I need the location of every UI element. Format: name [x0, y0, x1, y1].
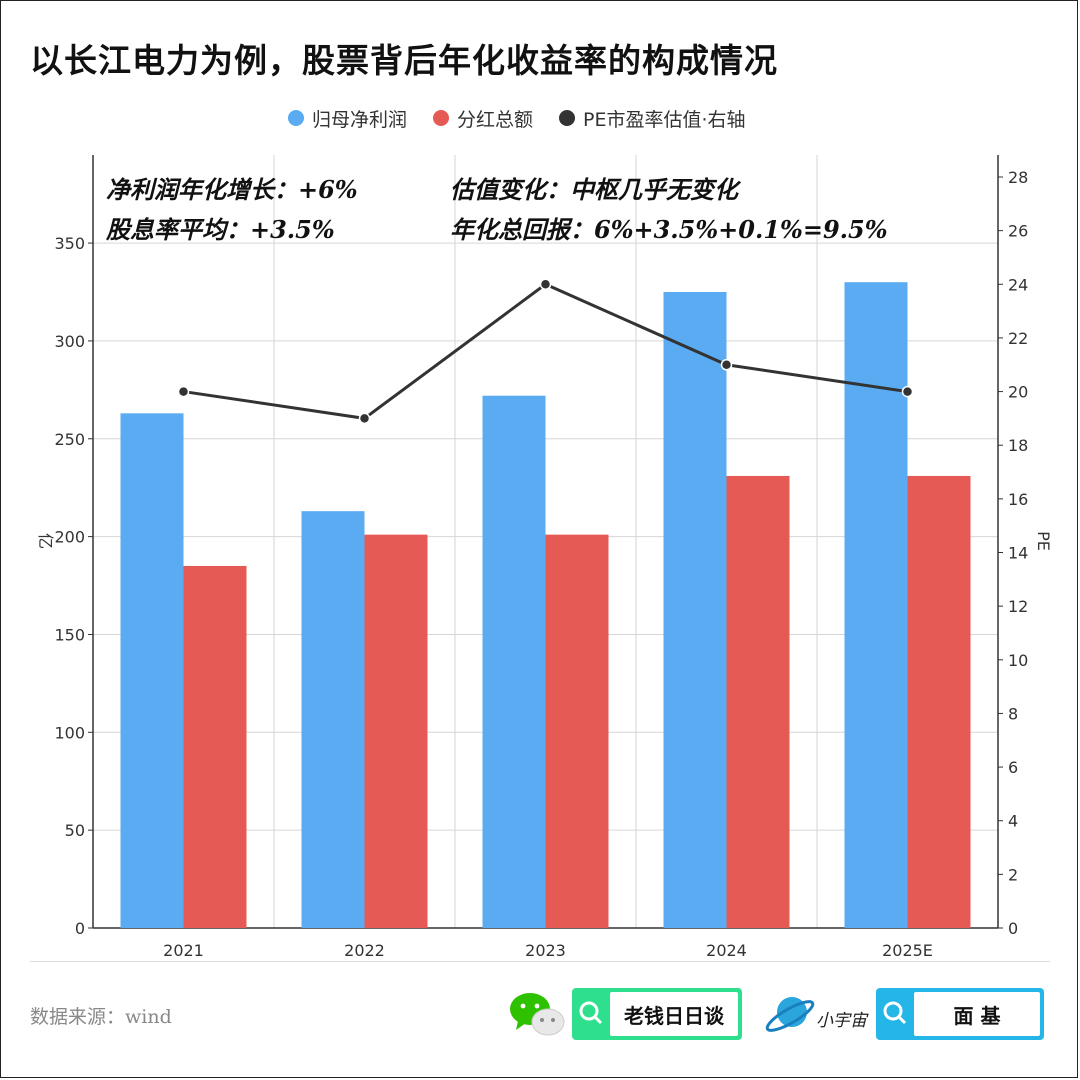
annotation-total: 年化总回报：6%+3.5%+0.1%=9.5%	[450, 215, 888, 244]
y-tick-label: 150	[54, 625, 85, 644]
y-tick-label: 300	[54, 332, 85, 351]
y2-tick-label: 20	[1008, 383, 1028, 402]
pe-point-2025E	[901, 385, 914, 398]
y-tick-label: 200	[54, 528, 85, 547]
bar-profit-2023	[482, 395, 546, 929]
y-tick-label: 50	[65, 821, 85, 840]
x-tick-label: 2022	[344, 941, 385, 960]
badge-mianji-label: 面 基	[914, 992, 1040, 1036]
legend-label-profit: 归母净利润	[312, 108, 408, 131]
bar-dividend-2025E	[907, 475, 971, 928]
search-icon	[883, 1001, 907, 1025]
y2-tick-label: 0	[1008, 919, 1018, 938]
footer-divider	[30, 961, 1050, 962]
y2-tick-label: 10	[1008, 651, 1028, 670]
y2-tick-label: 18	[1008, 436, 1028, 455]
y-axis-title: 亿	[36, 533, 55, 549]
combo-chart: 0501001502002503003500246810121416182022…	[36, 155, 1053, 960]
x-tick-label: 2021	[163, 941, 204, 960]
pe-point-2022	[358, 412, 371, 425]
bar-profit-2022	[301, 511, 365, 928]
pe-point-2023	[539, 278, 552, 291]
bar-profit-2024	[663, 291, 727, 929]
chart-title: 以长江电力为例，股票背后年化收益率的构成情况	[30, 41, 778, 80]
bar-profit-2025E	[844, 282, 908, 929]
y2-tick-label: 14	[1008, 544, 1028, 563]
legend-dot-pe	[559, 110, 576, 126]
bar-dividend-2023	[545, 534, 609, 928]
pe-point-2021	[177, 385, 190, 398]
y2-tick-label: 16	[1008, 490, 1028, 509]
y-tick-label: 250	[54, 430, 85, 449]
legend-item-profit[interactable]: 归母净利润	[288, 105, 407, 132]
y2-tick-label: 28	[1008, 168, 1028, 187]
annotation-yield: 股息率平均：+3.5%	[106, 215, 335, 244]
annotation-growth: 净利润年化增长：+6%	[106, 175, 358, 204]
badge-mianji[interactable]: 面 基	[876, 988, 1044, 1040]
y2-tick-label: 26	[1008, 222, 1028, 241]
annotation-valuation: 估值变化：中枢几乎无变化	[450, 175, 738, 204]
bar-dividend-2021	[183, 565, 247, 928]
y2-tick-label: 6	[1008, 758, 1018, 777]
planet-icon	[765, 997, 815, 1032]
x-tick-label: 2024	[706, 941, 747, 960]
legend-item-dividend[interactable]: 分红总额	[433, 105, 533, 132]
y2-tick-label: 22	[1008, 329, 1028, 348]
legend-dot-dividend	[433, 110, 450, 126]
y-tick-label: 0	[75, 919, 85, 938]
legend-item-pe[interactable]: PE市盈率估值·右轴	[559, 105, 746, 132]
badge-laoqian-label: 老钱日日谈	[610, 992, 738, 1036]
y2-tick-label: 2	[1008, 865, 1018, 884]
badge-laoqian[interactable]: 老钱日日谈	[572, 988, 742, 1040]
y2-tick-label: 12	[1008, 597, 1028, 616]
x-tick-label: 2023	[525, 941, 566, 960]
legend-label-pe: PE市盈率估值·右轴	[583, 108, 746, 131]
wechat-icon	[510, 993, 565, 1036]
pe-point-2024	[720, 359, 733, 371]
search-icon	[579, 1001, 603, 1025]
legend-dot-profit	[288, 110, 304, 126]
bar-dividend-2022	[364, 534, 428, 928]
y-tick-label: 350	[54, 234, 85, 253]
legend-label-dividend: 分红总额	[457, 108, 534, 131]
y2-tick-label: 8	[1008, 704, 1018, 723]
x-tick-label: 2025E	[882, 941, 933, 960]
brand-label: 小宇宙	[816, 1011, 867, 1031]
bar-dividend-2024	[726, 475, 790, 928]
y2-tick-label: 4	[1008, 812, 1018, 831]
bar-profit-2021	[120, 413, 184, 929]
y2-tick-label: 24	[1008, 275, 1028, 294]
data-source: 数据来源：wind	[30, 1006, 172, 1028]
y2-axis-title: PE	[1034, 531, 1053, 551]
legend: 归母净利润 分红总额 PE市盈率估值·右轴	[288, 104, 746, 132]
y-tick-label: 100	[54, 723, 85, 742]
